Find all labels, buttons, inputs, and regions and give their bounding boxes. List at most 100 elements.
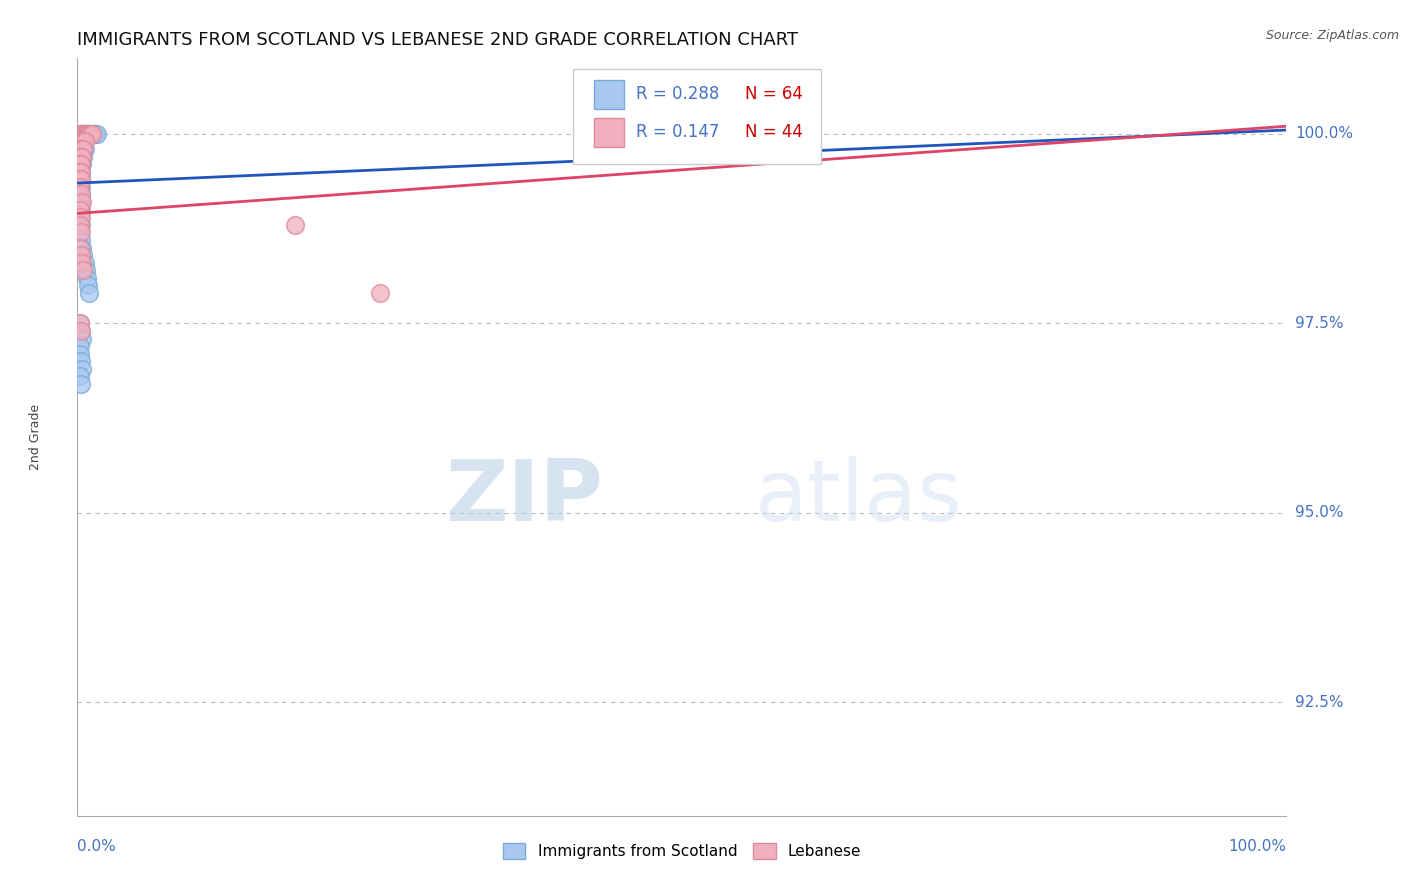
Point xyxy=(79,127,101,141)
Point xyxy=(73,135,96,149)
Point xyxy=(69,202,91,217)
Point xyxy=(69,187,91,202)
FancyBboxPatch shape xyxy=(574,70,821,164)
Point xyxy=(70,211,93,225)
Point xyxy=(70,127,93,141)
Point xyxy=(70,127,93,141)
Point xyxy=(70,150,93,164)
Point xyxy=(70,142,93,156)
Point xyxy=(70,187,93,202)
Point xyxy=(75,263,97,277)
Text: ZIP: ZIP xyxy=(446,456,603,540)
Point xyxy=(72,263,94,277)
Point xyxy=(80,127,103,141)
Point xyxy=(368,285,391,300)
Point xyxy=(73,135,96,149)
Point xyxy=(70,127,93,141)
Point xyxy=(70,256,93,270)
Point xyxy=(72,127,94,141)
Point xyxy=(70,218,93,232)
Point xyxy=(69,127,91,141)
Point xyxy=(70,202,93,217)
Point xyxy=(69,172,91,186)
Point xyxy=(70,362,93,376)
Point xyxy=(73,127,96,141)
Point xyxy=(72,142,94,156)
Point xyxy=(72,248,94,262)
Text: 97.5%: 97.5% xyxy=(1295,316,1343,331)
Point xyxy=(69,195,91,210)
Point xyxy=(73,127,96,141)
Point xyxy=(70,142,93,156)
Point xyxy=(77,127,100,141)
Point xyxy=(70,377,93,392)
Point xyxy=(70,187,93,202)
Point xyxy=(70,241,93,255)
Point xyxy=(69,317,91,331)
Point xyxy=(70,354,93,368)
Point xyxy=(83,127,105,141)
Text: Source: ZipAtlas.com: Source: ZipAtlas.com xyxy=(1265,29,1399,42)
Point xyxy=(69,135,91,149)
Point xyxy=(69,172,91,186)
Point xyxy=(70,135,93,149)
Point xyxy=(70,127,93,141)
Point xyxy=(69,157,91,171)
Point xyxy=(72,127,94,141)
Point xyxy=(69,150,91,164)
Point xyxy=(70,233,93,247)
Text: N = 64: N = 64 xyxy=(745,86,803,103)
FancyBboxPatch shape xyxy=(593,118,624,146)
Point xyxy=(72,135,94,149)
Point xyxy=(76,127,98,141)
Text: 95.0%: 95.0% xyxy=(1295,506,1343,520)
Text: 100.0%: 100.0% xyxy=(1295,127,1353,141)
Legend: Immigrants from Scotland, Lebanese: Immigrants from Scotland, Lebanese xyxy=(496,838,868,865)
Text: IMMIGRANTS FROM SCOTLAND VS LEBANESE 2ND GRADE CORRELATION CHART: IMMIGRANTS FROM SCOTLAND VS LEBANESE 2ND… xyxy=(77,31,799,49)
Point xyxy=(72,150,94,164)
Point xyxy=(69,135,91,149)
Point xyxy=(69,317,91,331)
Point xyxy=(79,127,101,141)
Point xyxy=(72,142,94,156)
Point xyxy=(70,164,93,178)
Point xyxy=(70,135,93,149)
Point xyxy=(70,172,93,186)
Point xyxy=(70,195,93,210)
Text: R = 0.288: R = 0.288 xyxy=(636,86,720,103)
Point xyxy=(69,211,91,225)
Point xyxy=(70,248,93,262)
Point xyxy=(73,256,96,270)
Point xyxy=(69,127,91,141)
Point xyxy=(69,225,91,239)
Point xyxy=(79,127,101,141)
Point xyxy=(70,324,93,338)
Point xyxy=(70,195,93,210)
Text: R = 0.147: R = 0.147 xyxy=(636,123,720,141)
Point xyxy=(69,164,91,178)
Point xyxy=(70,150,93,164)
Point xyxy=(70,142,93,156)
Point xyxy=(70,150,93,164)
Point xyxy=(77,127,100,141)
Point xyxy=(70,157,93,171)
Point xyxy=(70,142,93,156)
Text: N = 44: N = 44 xyxy=(745,123,803,141)
Point xyxy=(69,142,91,156)
Text: 92.5%: 92.5% xyxy=(1295,695,1343,710)
Point xyxy=(80,127,103,141)
Point xyxy=(69,202,91,217)
Point xyxy=(70,172,93,186)
Point xyxy=(70,179,93,194)
Point xyxy=(69,347,91,361)
Point xyxy=(70,157,93,171)
Point xyxy=(86,127,108,141)
Point xyxy=(284,218,307,232)
Point xyxy=(69,369,91,384)
Point xyxy=(79,127,101,141)
Point xyxy=(69,241,91,255)
Point xyxy=(69,150,91,164)
Point xyxy=(77,278,100,293)
Point xyxy=(69,179,91,194)
Point xyxy=(72,135,94,149)
